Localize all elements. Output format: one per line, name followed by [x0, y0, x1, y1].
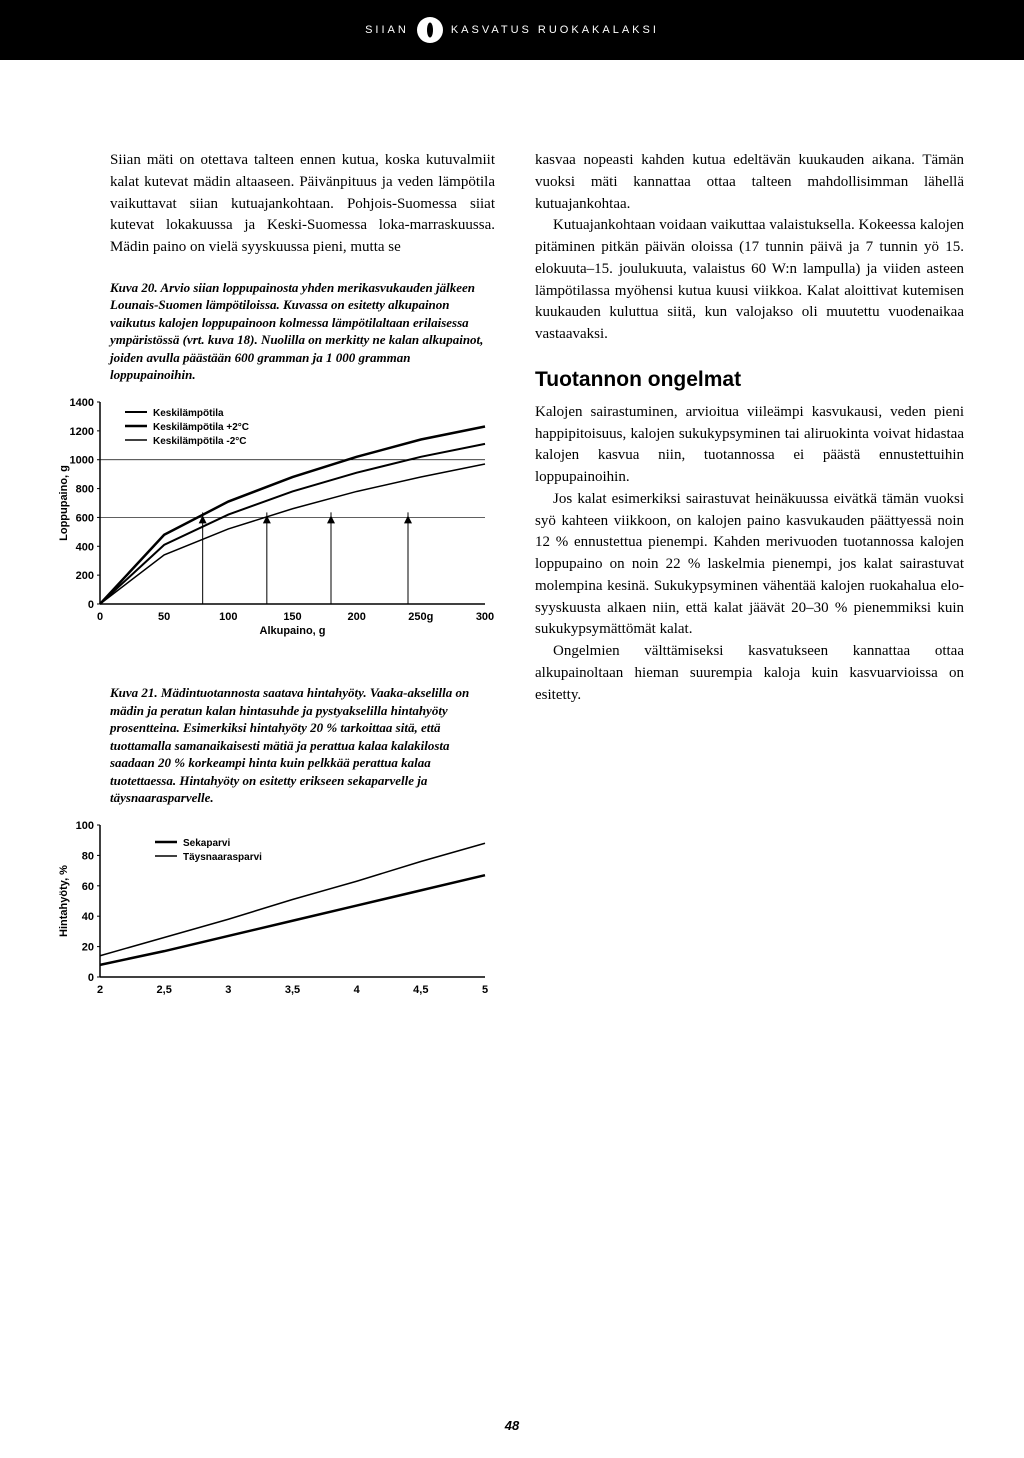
left-intro-p1: Siian mäti on otettava talteen ennen kut… [110, 150, 495, 259]
svg-text:150: 150 [283, 611, 301, 623]
svg-text:4: 4 [354, 984, 361, 996]
svg-text:Täysnaarasparvi: Täysnaarasparvi [183, 852, 262, 863]
svg-text:100: 100 [219, 611, 237, 623]
right-p1: kasvaa nopeasti kahden kutua edeltävän k… [535, 150, 964, 215]
svg-text:600: 600 [76, 512, 94, 524]
svg-text:Hintahyöty, %: Hintahyöty, % [58, 865, 70, 937]
svg-text:3: 3 [225, 984, 231, 996]
svg-text:Keskilämpötila +2°C: Keskilämpötila +2°C [153, 422, 249, 433]
main-content: Siian mäti on otettava talteen ennen kut… [0, 60, 1024, 1017]
right-p3: Kalojen sairastuminen, arvioitua viileäm… [535, 402, 964, 489]
chart-kuva21: 0 20 40 60 80 100 2 2,5 3 3,5 4 4,5 5 Sekaparvi Täysna… [55, 817, 495, 1017]
chart-kuva20: 0 200 400 600 800 1000 1200 1400 0 50 100 150 200 250… [55, 394, 495, 654]
svg-text:60: 60 [82, 881, 94, 893]
svg-text:200: 200 [347, 611, 365, 623]
svg-text:3,5: 3,5 [285, 984, 300, 996]
svg-text:2,5: 2,5 [157, 984, 172, 996]
svg-text:Keskilämpötila: Keskilämpötila [153, 408, 224, 419]
header-right: KASVATUS RUOKAKALAKSI [451, 24, 659, 36]
svg-text:Loppupaino, g: Loppupaino, g [58, 465, 70, 541]
svg-text:250g: 250g [408, 611, 433, 623]
svg-text:5: 5 [482, 984, 488, 996]
svg-text:80: 80 [82, 850, 94, 862]
svg-text:300: 300 [476, 611, 494, 623]
svg-text:Alkupaino, g: Alkupaino, g [260, 625, 326, 637]
svg-text:400: 400 [76, 541, 94, 553]
page-header: SIIAN KASVATUS RUOKAKALAKSI [0, 0, 1024, 60]
svg-text:20: 20 [82, 941, 94, 953]
svg-text:2: 2 [97, 984, 103, 996]
svg-text:1400: 1400 [70, 397, 94, 409]
page-number: 48 [0, 1418, 1024, 1433]
svg-text:1000: 1000 [70, 455, 94, 467]
header-left: SIIAN [365, 24, 409, 36]
section-heading: Tuotannon ongelmat [535, 368, 964, 392]
svg-text:200: 200 [76, 570, 94, 582]
right-p5: Ongelmien välttämiseksi kasvatukseen kan… [535, 641, 964, 706]
right-p2: Kutuajankohtaan voidaan vaikuttaa valais… [535, 215, 964, 346]
svg-text:4,5: 4,5 [413, 984, 428, 996]
right-p4: Jos kalat esimerkiksi sairastuvat heinäk… [535, 489, 964, 641]
svg-text:0: 0 [88, 599, 94, 611]
svg-text:40: 40 [82, 911, 94, 923]
kuva20-caption: Kuva 20. Arvio siian loppupainosta yhden… [55, 279, 495, 384]
svg-text:50: 50 [158, 611, 170, 623]
svg-text:100: 100 [76, 820, 94, 832]
svg-text:Keskilämpötila -2°C: Keskilämpötila -2°C [153, 436, 246, 447]
logo-icon [417, 17, 443, 43]
svg-text:Sekaparvi: Sekaparvi [183, 838, 230, 849]
svg-text:0: 0 [88, 972, 94, 984]
svg-text:800: 800 [76, 484, 94, 496]
svg-text:1200: 1200 [70, 426, 94, 438]
kuva21-caption: Kuva 21. Mädintuotannosta saatava hintah… [55, 684, 495, 807]
svg-text:0: 0 [97, 611, 103, 623]
